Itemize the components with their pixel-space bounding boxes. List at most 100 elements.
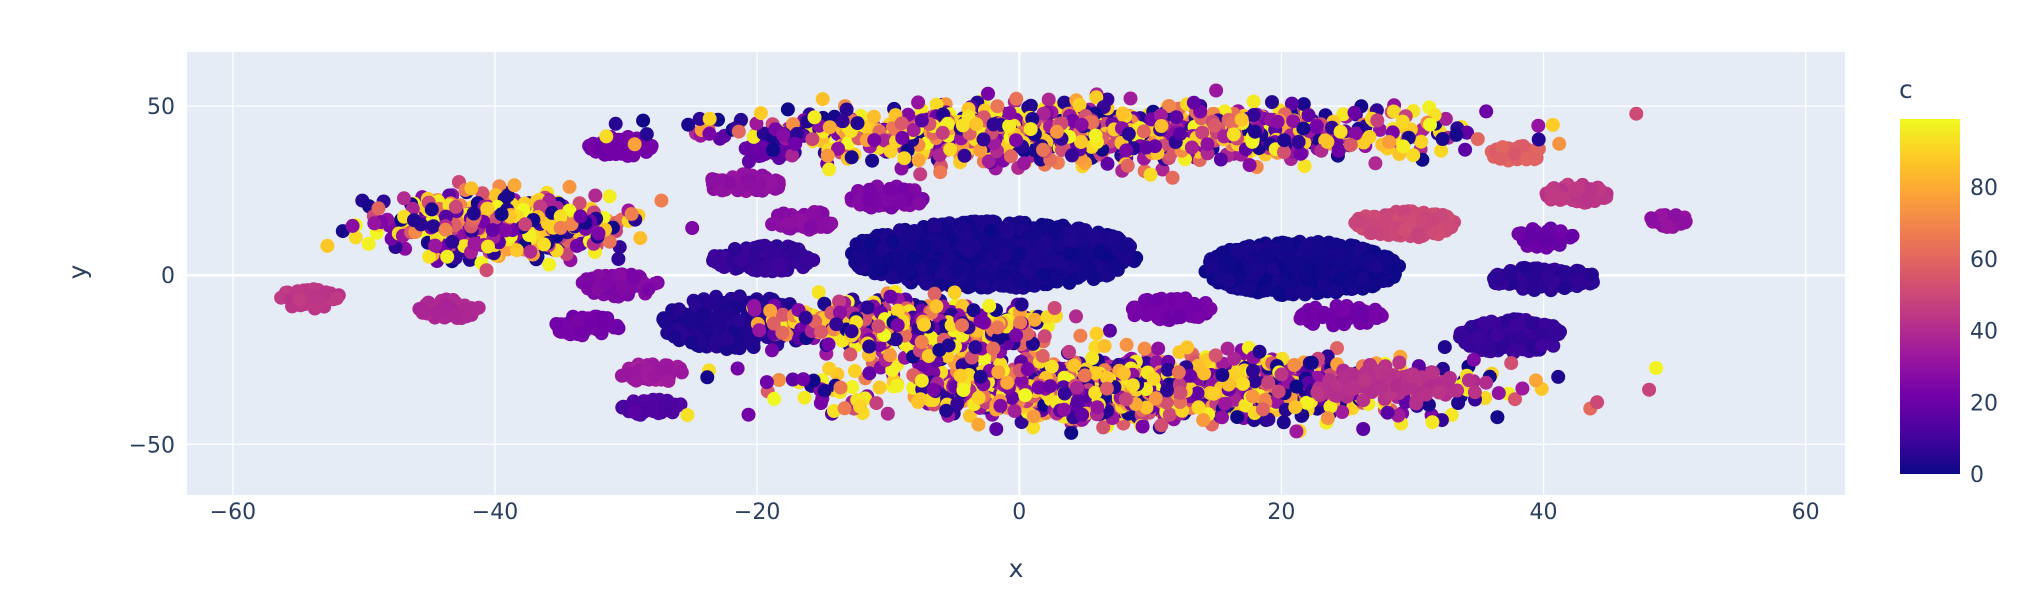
data-point (1128, 301, 1142, 315)
data-point (1150, 293, 1164, 307)
data-point (865, 154, 879, 168)
data-point (1223, 260, 1237, 274)
data-point (786, 246, 800, 260)
data-point (685, 336, 699, 350)
data-point (417, 306, 431, 320)
data-point (629, 374, 643, 388)
data-point (928, 219, 942, 233)
data-point (943, 142, 957, 156)
data-point (883, 182, 897, 196)
data-point (672, 302, 686, 316)
data-point (1108, 260, 1122, 274)
data-point (616, 280, 630, 294)
data-point (822, 162, 836, 176)
data-point (1243, 158, 1257, 172)
data-point (728, 242, 742, 256)
data-point (919, 274, 933, 288)
data-point (1368, 156, 1382, 170)
data-point (596, 315, 610, 329)
data-point (1093, 246, 1107, 260)
data-point (1050, 125, 1064, 139)
data-point (431, 306, 445, 320)
data-point (1411, 227, 1425, 241)
data-point (1552, 137, 1566, 151)
data-point (1525, 267, 1539, 281)
data-point (1281, 239, 1295, 253)
data-point (1509, 318, 1523, 332)
data-point (1011, 273, 1025, 287)
data-point (976, 268, 990, 282)
data-point (1144, 168, 1158, 182)
data-point (933, 165, 947, 179)
data-point (943, 252, 957, 266)
data-point (772, 258, 786, 272)
data-point (1527, 230, 1541, 244)
data-point (1154, 119, 1168, 133)
data-point (806, 253, 820, 267)
data-point (1029, 227, 1043, 241)
data-point (1629, 107, 1643, 121)
data-point (1310, 120, 1324, 134)
data-point (1259, 248, 1273, 262)
data-point (1063, 247, 1077, 261)
data-point (1121, 159, 1135, 173)
data-point (1571, 181, 1585, 195)
data-point (766, 143, 780, 157)
data-point (821, 149, 835, 163)
data-point (1116, 106, 1130, 120)
data-point (911, 95, 925, 109)
data-point (845, 150, 859, 164)
data-point (1661, 220, 1675, 234)
data-point (1248, 125, 1262, 139)
data-point (1024, 122, 1038, 136)
data-point (1396, 139, 1410, 153)
data-point (917, 240, 931, 254)
data-point (1317, 306, 1331, 320)
data-point (1382, 135, 1396, 149)
data-point (913, 167, 927, 181)
data-point (1172, 309, 1186, 323)
data-point (1124, 92, 1138, 106)
data-point (1558, 281, 1572, 295)
data-point (1122, 127, 1136, 141)
data-point (1311, 235, 1325, 249)
data-point (1423, 118, 1437, 132)
data-point (1294, 312, 1308, 326)
data-point (1272, 285, 1286, 299)
data-point (1535, 338, 1549, 352)
data-point (1074, 135, 1088, 149)
data-point (1585, 268, 1599, 282)
data-point (808, 110, 822, 124)
data-point (1292, 256, 1306, 270)
data-point (1541, 224, 1555, 238)
data-point (1137, 124, 1151, 138)
data-point (1544, 184, 1558, 198)
data-point (1580, 192, 1594, 206)
data-point (1356, 272, 1370, 286)
data-point (999, 220, 1013, 234)
data-point (961, 244, 975, 258)
data-point (836, 114, 850, 128)
data-point (823, 120, 837, 134)
data-point (969, 117, 983, 131)
data-point (1038, 268, 1052, 282)
data-point (742, 177, 756, 191)
data-point (1528, 152, 1542, 166)
data-point (1003, 106, 1017, 120)
data-point (609, 117, 623, 131)
data-point (1546, 118, 1560, 132)
data-point (1571, 274, 1585, 288)
data-point (1363, 226, 1377, 240)
data-point (851, 116, 865, 130)
data-point (1166, 171, 1180, 185)
data-point (1304, 263, 1318, 277)
data-point (1531, 119, 1545, 133)
data-point (1208, 119, 1222, 133)
data-point (1277, 145, 1291, 159)
data-point (1205, 259, 1219, 273)
data-point (1169, 110, 1183, 124)
data-point (1185, 141, 1199, 155)
data-point (1330, 299, 1344, 313)
data-point (893, 194, 907, 208)
